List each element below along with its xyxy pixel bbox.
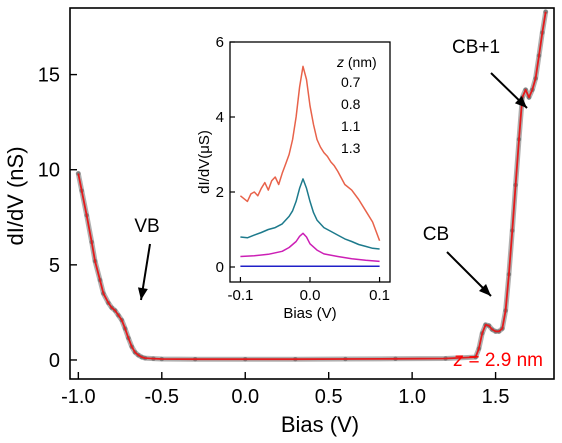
main-z-value: = 2.9 nm — [463, 350, 543, 371]
inset-chart: -0.1 0.0 0.1 0 2 4 6 Bias (V) dI/dV(μS) z (nm… — [196, 34, 391, 322]
main-annotation-label: CB+1 — [452, 37, 500, 58]
inset-series-line — [239, 65, 381, 242]
inset-legend-title-unit: (nm) — [344, 54, 377, 70]
main-z-label: z = 2.9 nm — [453, 350, 543, 371]
inset-series-line — [240, 232, 380, 263]
inset-legend-entry: 0.8 — [341, 96, 361, 112]
main-x-tick-label: 1.5 — [482, 386, 510, 408]
main-y-tick-label: 15 — [38, 65, 60, 87]
main-series-layer — [75, 9, 549, 362]
main-chart: -1.0 -0.5 0.0 0.5 1.0 1.5 0 5 10 15 VB CB CB+1 Bia… — [3, 7, 555, 437]
inset-y-tick-label: 2 — [216, 184, 224, 201]
inset-y-tick-label: 0 — [216, 259, 224, 276]
inset-series-layer — [239, 65, 381, 268]
inset-x-ticks: -0.1 0.0 0.1 — [228, 277, 390, 304]
inset-legend-title-symbol: z — [336, 54, 344, 70]
main-y-tick-label: 10 — [38, 160, 60, 182]
main-annotation-arrow-head — [514, 96, 527, 108]
main-y-ticks: 0 5 10 15 — [38, 65, 77, 372]
main-series-line — [77, 11, 547, 361]
main-annotation-label: CB — [423, 224, 449, 245]
main-x-tick-label: 1.0 — [398, 386, 426, 408]
inset-x-tick-label: -0.1 — [228, 287, 254, 304]
main-x-tick-label: 0.5 — [315, 386, 343, 408]
main-z-symbol: z — [453, 350, 464, 371]
inset-legend-entry: 1.1 — [341, 118, 361, 134]
main-x-tick-label: -1.0 — [61, 386, 95, 408]
main-x-tick-label: -0.5 — [145, 386, 179, 408]
inset-background — [230, 42, 390, 282]
inset-legend-title: z (nm) — [336, 54, 377, 70]
main-y-tick-label: 0 — [49, 350, 60, 372]
inset-y-axis-label: dI/dV(μS) — [196, 130, 213, 194]
main-annotation-label: VB — [134, 216, 159, 237]
main-y-axis-label: dI/dV (nS) — [3, 146, 28, 245]
main-annotations: VB CB CB+1 — [134, 37, 528, 301]
main-y-tick-label: 5 — [49, 255, 60, 277]
inset-series-line — [240, 178, 380, 250]
main-x-axis-label: Bias (V) — [281, 412, 359, 437]
inset-x-tick-label: 0.0 — [300, 287, 321, 304]
main-plot-frame — [69, 7, 555, 380]
inset-legend-entry: 1.3 — [341, 140, 361, 156]
main-annotation-arrow-head — [137, 287, 148, 300]
inset-y-ticks: 0 2 4 6 — [216, 34, 235, 276]
inset-x-tick-label: 0.1 — [369, 287, 390, 304]
inset-legend-entry: 0.7 — [341, 74, 361, 90]
main-annotation-arrow-head — [478, 283, 491, 296]
inset-y-tick-label: 4 — [216, 109, 224, 126]
inset-legend: z (nm) 0.7 0.8 1.1 1.3 — [336, 54, 377, 156]
main-x-tick-label: 0.0 — [231, 386, 259, 408]
inset-y-tick-label: 6 — [216, 34, 224, 51]
main-x-ticks: -1.0 -0.5 0.0 0.5 1.0 1.5 — [61, 372, 509, 408]
inset-x-axis-label: Bias (V) — [283, 305, 336, 322]
